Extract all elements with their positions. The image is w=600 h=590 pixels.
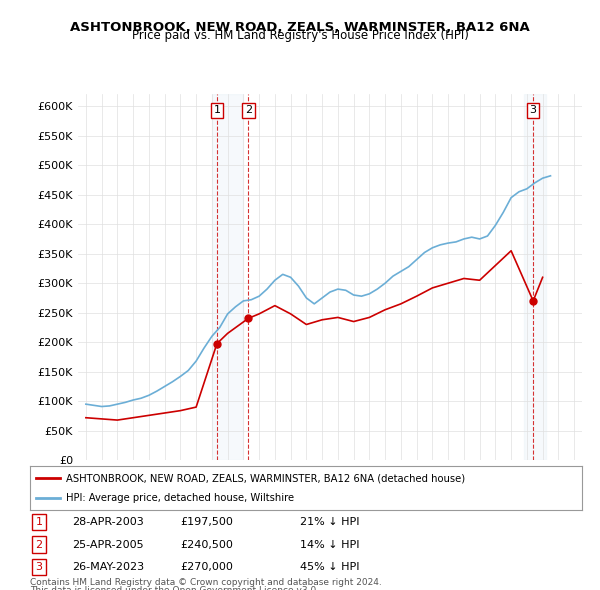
Bar (212, 94, 244, 460)
Text: ASHTONBROOK, NEW ROAD, ZEALS, WARMINSTER, BA12 6NA: ASHTONBROOK, NEW ROAD, ZEALS, WARMINSTER… (70, 21, 530, 34)
Text: 14% ↓ HPI: 14% ↓ HPI (300, 540, 359, 549)
Text: £197,500: £197,500 (180, 517, 233, 527)
Text: £240,500: £240,500 (180, 540, 233, 549)
Text: 25-APR-2005: 25-APR-2005 (72, 540, 143, 549)
Text: Price paid vs. HM Land Registry's House Price Index (HPI): Price paid vs. HM Land Registry's House … (131, 30, 469, 42)
Bar (524, 94, 546, 460)
Text: 2: 2 (245, 106, 252, 116)
Text: 3: 3 (530, 106, 536, 116)
Text: HPI: Average price, detached house, Wiltshire: HPI: Average price, detached house, Wilt… (66, 493, 294, 503)
Text: Contains HM Land Registry data © Crown copyright and database right 2024.: Contains HM Land Registry data © Crown c… (30, 578, 382, 587)
Text: £270,000: £270,000 (180, 562, 233, 572)
Text: 21% ↓ HPI: 21% ↓ HPI (300, 517, 359, 527)
Text: ASHTONBROOK, NEW ROAD, ZEALS, WARMINSTER, BA12 6NA (detached house): ASHTONBROOK, NEW ROAD, ZEALS, WARMINSTER… (66, 474, 465, 483)
Text: 45% ↓ HPI: 45% ↓ HPI (300, 562, 359, 572)
Text: 28-APR-2003: 28-APR-2003 (72, 517, 144, 527)
Text: 2: 2 (35, 540, 43, 549)
Text: 1: 1 (214, 106, 220, 116)
Text: 26-MAY-2023: 26-MAY-2023 (72, 562, 144, 572)
Text: This data is licensed under the Open Government Licence v3.0.: This data is licensed under the Open Gov… (30, 586, 319, 590)
Text: 1: 1 (35, 517, 43, 527)
Text: 3: 3 (35, 562, 43, 572)
